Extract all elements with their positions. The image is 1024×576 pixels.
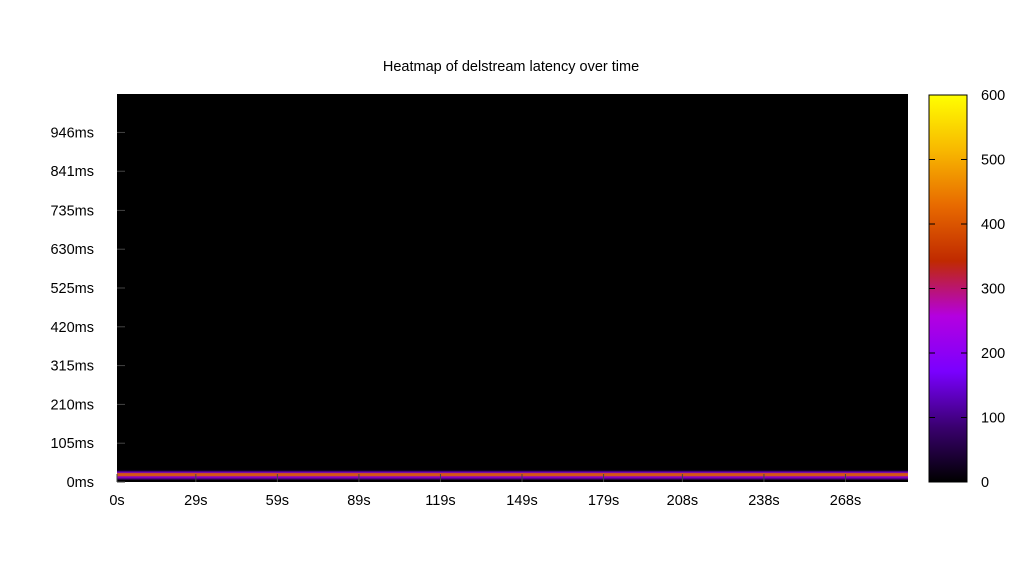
x-tick-label: 238s (748, 493, 779, 509)
colorbar-tick-label: 400 (981, 217, 1005, 233)
y-tick-label: 735ms (50, 203, 94, 219)
y-tick-label: 420ms (50, 320, 94, 336)
colorbar-tick-label: 500 (981, 153, 1005, 169)
x-tick-label: 29s (184, 493, 207, 509)
colorbar-tick-label: 100 (981, 411, 1005, 427)
x-tick-label: 0s (109, 493, 124, 509)
y-tick-label: 841ms (50, 164, 94, 180)
x-tick-label: 179s (588, 493, 619, 509)
x-tick-label: 59s (266, 493, 289, 509)
y-tick-label: 0ms (67, 475, 94, 491)
x-tick-label: 149s (506, 493, 537, 509)
colorbar-ticks: 0 100 200 300 400 500 600 (929, 88, 1005, 491)
colorbar-tick-label: 0 (981, 475, 989, 491)
y-tick-label: 315ms (50, 359, 94, 375)
y-tick-label: 630ms (50, 242, 94, 258)
y-tick-label: 946ms (50, 125, 94, 141)
x-tick-label: 119s (425, 493, 455, 509)
plot-area (117, 94, 908, 482)
colorbar-tick-label: 600 (981, 88, 1005, 104)
y-tick-label: 105ms (50, 436, 94, 452)
y-axis-ticks: 0ms 105ms 210ms 315ms 420ms 525ms 630ms 735ms 84… (50, 125, 125, 491)
colorbar-tick-label: 300 (981, 282, 1005, 298)
x-tick-label: 89s (347, 493, 370, 509)
y-tick-label: 210ms (50, 397, 94, 413)
latency-band-peak (117, 473, 908, 477)
chart-title: Heatmap of delstream latency over time (383, 59, 639, 75)
x-tick-label: 208s (667, 493, 698, 509)
x-axis-ticks: 0s 29s 59s 89s 119s 149s 179s 208s 238s 268s (109, 474, 861, 509)
latency-band (117, 469, 908, 480)
colorbar (928, 94, 968, 483)
x-tick-label: 268s (830, 493, 861, 509)
colorbar-tick-label: 200 (981, 346, 1005, 362)
y-tick-label: 525ms (50, 281, 94, 297)
